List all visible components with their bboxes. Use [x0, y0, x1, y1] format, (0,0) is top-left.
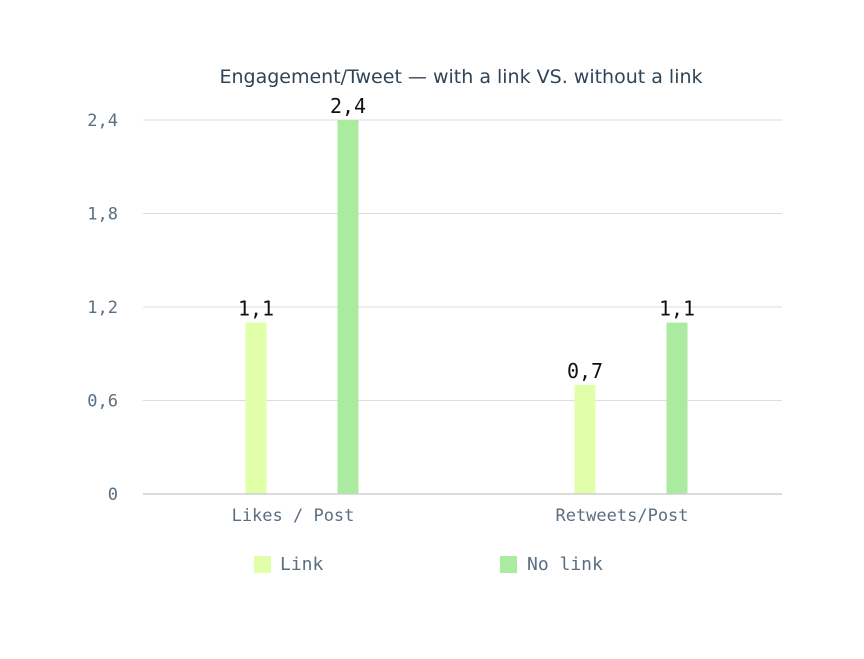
- label-layer: 1,1 0,7 2,4 1,1: [238, 94, 695, 383]
- y-tick-label: 2,4: [87, 111, 118, 131]
- legend-swatch: [254, 556, 271, 573]
- y-tick-label: 0: [108, 485, 118, 505]
- bar: [666, 322, 688, 494]
- legend-label: No link: [527, 554, 603, 575]
- data-label: 0,7: [567, 359, 603, 383]
- legend-label: Link: [280, 554, 324, 575]
- y-tick-label: 1,8: [87, 205, 118, 225]
- legend: Link No link: [254, 554, 603, 575]
- bar: [337, 120, 359, 494]
- y-tick-label: 1,2: [87, 298, 118, 318]
- x-tick-label: Likes / Post: [232, 506, 355, 526]
- bar: [574, 384, 596, 494]
- x-tick-label: Retweets/Post: [555, 506, 688, 526]
- chart-title: Engagement/Tweet — with a link VS. witho…: [219, 66, 702, 88]
- data-label: 1,1: [659, 297, 695, 321]
- y-tick-label: 0,6: [87, 392, 118, 412]
- bar: [245, 322, 267, 494]
- legend-swatch: [500, 556, 517, 573]
- axis-layer: 0 0,6 1,2 1,8 2,4 Likes / Post Retweets/Post: [87, 111, 782, 526]
- data-label: 1,1: [238, 297, 274, 321]
- data-label: 2,4: [330, 94, 366, 118]
- bar-layer: [245, 120, 688, 494]
